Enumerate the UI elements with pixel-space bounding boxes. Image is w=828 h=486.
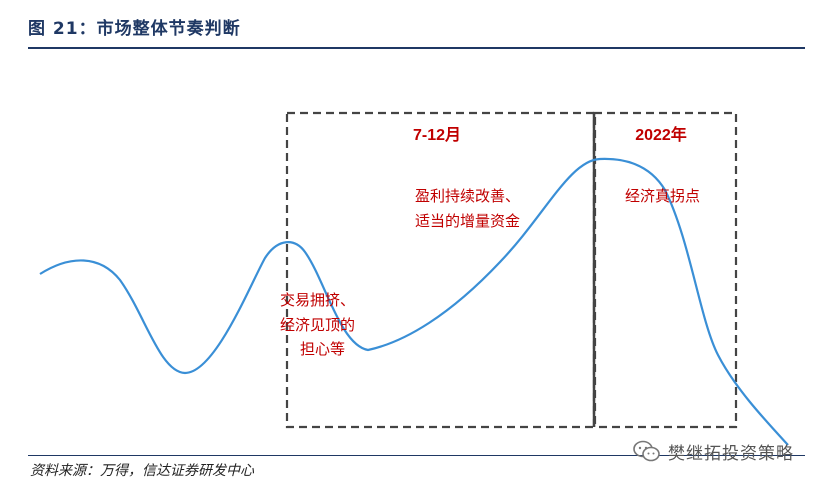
title-divider <box>28 47 805 49</box>
annotation-earnings-line2: 适当的增量资金 <box>415 212 520 230</box>
figure-title: 图 21：市场整体节奏判断 <box>28 19 241 39</box>
source-note: 资料来源：万得，信达证券研发中心 <box>30 463 254 479</box>
annotation-crowding-line1: 交易拥挤、 <box>280 291 355 309</box>
annotation-earnings-line1: 盈利持续改善、 <box>415 187 520 205</box>
footer-divider <box>28 455 805 456</box>
annotation-turning-point-line1: 经济真拐点 <box>625 187 700 205</box>
annotation-crowding-line3: 担心等 <box>300 340 345 358</box>
period-label-2022: 2022年 <box>635 125 687 144</box>
annotation-crowding: 交易拥挤、 经济见顶的 担心等 <box>280 291 360 358</box>
watermark: 樊继拓投资策略 <box>632 437 794 465</box>
period-label-jul-dec: 7-12月 <box>413 126 461 144</box>
annotation-crowding-line2: 经济见顶的 <box>280 316 355 334</box>
annotation-turning-point: 经济真拐点 <box>625 187 700 205</box>
wechat-icon <box>633 440 660 462</box>
annotation-earnings: 盈利持续改善、 适当的增量资金 <box>415 187 525 230</box>
watermark-text: 樊继拓投资策略 <box>668 443 794 464</box>
market-rhythm-curve <box>39 157 789 446</box>
period-box-jul-dec <box>285 111 597 429</box>
